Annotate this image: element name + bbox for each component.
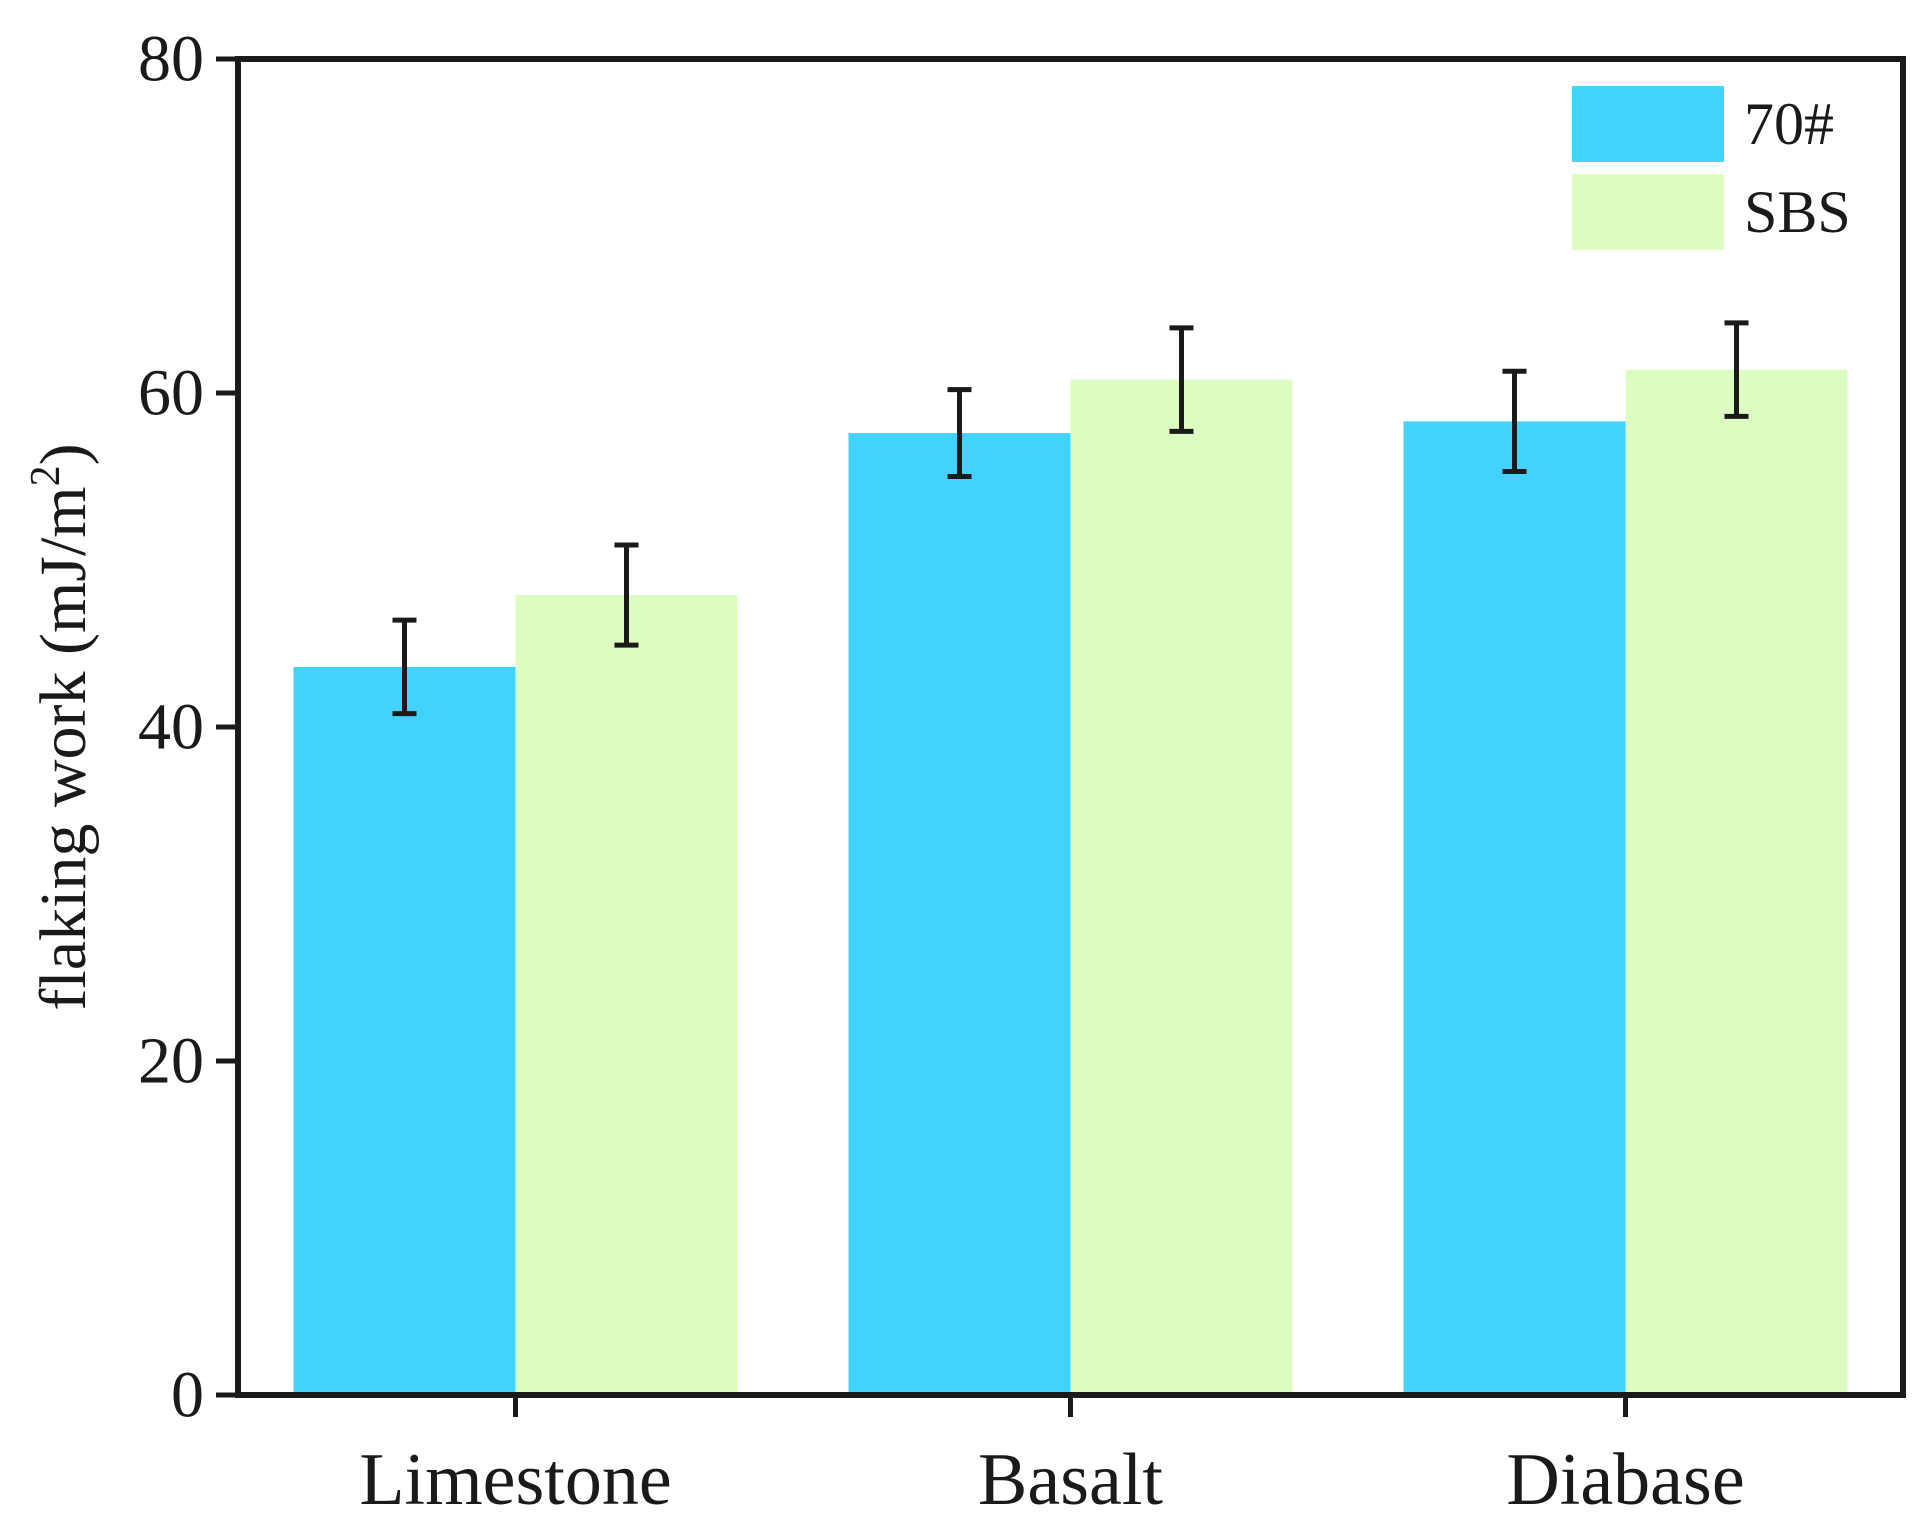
errorbar-sbs-limestone	[614, 542, 639, 648]
y-tick-label-0: 0	[171, 1359, 204, 1432]
bar-70-limestone	[293, 666, 516, 1395]
legend-swatch-70	[1572, 86, 1724, 162]
legend-swatch-sbs	[1572, 174, 1724, 250]
x-axis: Limestone Basalt Diabase	[359, 1395, 1745, 1521]
y-axis: 0 20 40 60 80	[138, 23, 238, 1432]
errorbar-sbs-basalt	[1169, 325, 1194, 434]
y-tick-label-40: 40	[138, 691, 204, 764]
y-tick-label-20: 20	[138, 1025, 204, 1098]
legend-label-70: 70#	[1744, 91, 1834, 157]
x-tick-label-basalt: Basalt	[978, 1439, 1163, 1521]
bar-70-basalt	[848, 433, 1071, 1396]
bar-sbs-diabase	[1625, 369, 1848, 1395]
errorbar-sbs-diabase	[1724, 320, 1749, 419]
y-axis-title: flaking work (mJ/m2)	[23, 443, 100, 1010]
y-tick-label-60: 60	[138, 357, 204, 430]
legend-label-sbs: SBS	[1744, 179, 1851, 245]
legend: 70# SBS	[1572, 86, 1851, 250]
errorbars-layer	[392, 320, 1749, 717]
bar-sbs-limestone	[515, 595, 738, 1395]
bars-layer	[293, 369, 1848, 1396]
y-tick-label-80: 80	[138, 23, 204, 96]
y-axis-title-superscript: 2	[23, 465, 69, 486]
x-tick-label-limestone: Limestone	[359, 1439, 671, 1521]
errorbar-70-limestone	[392, 617, 417, 717]
bar-70-diabase	[1403, 421, 1626, 1395]
x-tick-label-diabase: Diabase	[1506, 1439, 1744, 1521]
errorbar-70-diabase	[1502, 368, 1527, 474]
errorbar-70-basalt	[947, 387, 972, 479]
bar-sbs-basalt	[1070, 379, 1293, 1395]
